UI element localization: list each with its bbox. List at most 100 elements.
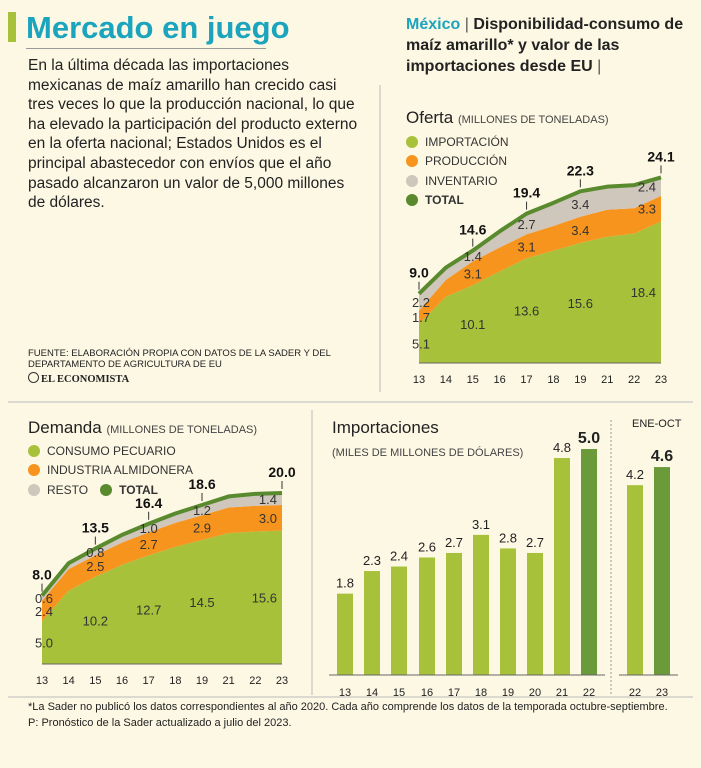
oferta-title-text: Oferta [406,108,454,127]
demanda-x-tick-label: 13 [36,675,48,687]
demanda-unit: (MILLONES DE TONELADAS) [106,424,258,436]
brand-logo: EL ECONOMISTA [28,372,129,385]
oferta-x-tick-label: 22 [628,374,640,386]
ene-oct-bar-value-label: 4.2 [626,467,644,482]
oferta-value-label: 1.7 [412,310,430,325]
importaciones-x-tick-label: 19 [502,687,514,699]
importaciones-bar [500,548,516,675]
importaciones-unit-wrap: (MILES DE MILLONES DE DÓLARES) [332,441,523,461]
importaciones-bar [337,593,353,675]
importaciones-bar [581,449,597,675]
demanda-value-label: 1.2 [193,503,211,518]
demanda-total-label: 20.0 [268,464,295,480]
oferta-area-producción [419,195,661,324]
oferta-value-label: 10.1 [460,317,485,332]
demanda-title: Demanda (MILLONES DE TONELADAS) [28,418,257,438]
importaciones-bar-value-label: 2.3 [363,553,381,568]
demanda-value-label: 0.8 [86,545,104,560]
oferta-value-label: 1.4 [464,249,482,264]
footer-notes: *La Sader no publicó los datos correspon… [28,700,688,732]
demanda-value-label: 1.4 [259,492,277,507]
oferta-value-label: 3.1 [464,266,482,281]
ene-oct-bar [654,467,670,675]
demanda-value-label: 2.4 [35,604,53,619]
oferta-value-label: 5.1 [412,336,430,351]
chart-heading-country: México [406,16,461,33]
importaciones-bar-value-label: 2.7 [526,535,544,550]
oferta-x-tick-label: 19 [574,374,586,386]
oferta-value-label: 2.7 [518,217,536,232]
importaciones-bar-value-label: 3.1 [472,517,490,532]
demanda-title-text: Demanda [28,418,102,437]
importaciones-bar [527,552,543,675]
importaciones-x-tick-label: 22 [583,687,595,699]
legend-item-consumo-pecuario: CONSUMO PECUARIO [28,441,193,461]
oferta-value-label: 3.1 [518,239,536,254]
importaciones-bar [554,458,570,675]
demanda-value-label: 12.7 [136,603,161,618]
demanda-value-label: 10.2 [83,613,108,628]
oferta-value-label: 13.6 [514,304,539,319]
oferta-x-tick-label: 18 [547,374,559,386]
demanda-x-tick-label: 21 [223,675,235,687]
importaciones-x-tick-label: 15 [393,687,405,699]
legend-swatch-importacion [406,135,418,148]
demanda-area-consumo-pecuario [42,530,282,664]
importaciones-x-tick-label: 17 [448,687,460,699]
footer-note-1: *La Sader no publicó los datos correspon… [28,701,668,713]
ene-oct-bar [627,485,643,675]
brand-mark-icon [28,372,39,383]
importaciones-x-tick-label: 20 [529,687,541,699]
main-title: Mercado en juego [26,10,290,45]
demanda-legend: CONSUMO PECUARIO INDUSTRIA ALMIDONERA RE… [28,441,193,500]
legend-item-inventario: INVENTARIO [406,171,509,191]
oferta-value-label: 2.2 [412,295,430,310]
heading-separator-end: | [597,58,602,75]
demanda-area-resto [42,493,282,601]
importaciones-bar-value-label: 2.7 [445,535,463,550]
oferta-total-label: 24.1 [647,148,674,164]
legend-label: IMPORTACIÓN [425,134,509,149]
footer-note-2: P: Pronóstico de la Sader actualizado a … [28,717,292,729]
oferta-x-tick-label: 21 [601,374,613,386]
oferta-value-label: 15.6 [568,296,593,311]
demanda-x-tick-label: 18 [169,675,181,687]
demanda-value-label: 1.0 [140,521,158,536]
demanda-value-label: 0.6 [35,591,53,606]
demanda-x-tick-label: 16 [116,675,128,687]
importaciones-bar [419,557,435,675]
legend-swatch-pecuario [28,444,40,457]
legend-swatch-inventario [406,174,418,187]
legend-label: INVENTARIO [425,173,498,188]
demanda-x-tick-label: 14 [63,675,75,687]
importaciones-x-tick-label: 13 [339,687,351,699]
brand-name: EL ECONOMISTA [41,374,130,385]
demanda-x-tick-label: 23 [276,675,288,687]
legend-item-resto-total: RESTO TOTAL [28,480,193,500]
importaciones-bar-value-label: 1.8 [336,576,354,591]
demanda-total-label: 18.6 [188,476,215,492]
demanda-area-industria-almidonera [42,504,282,622]
demanda-value-label: 2.7 [140,537,158,552]
legend-swatch-total [406,194,418,207]
legend-item-industria-almidonera: INDUSTRIA ALMIDONERA [28,461,193,481]
demanda-total-line [40,491,283,597]
legend-swatch-resto [28,483,40,496]
oferta-total-label: 22.3 [567,162,594,178]
ene-oct-label: ENE-OCT [632,418,682,430]
legend-item-produccion: PRODUCCIÓN [406,152,509,172]
ene-oct-x-tick-label: 23 [656,687,668,699]
oferta-unit: (MILLONES DE TONELADAS) [457,114,609,126]
demanda-value-label: 3.0 [259,511,277,526]
legend-label: TOTAL [119,482,159,497]
title-divider [26,48,266,49]
importaciones-bar [473,534,489,675]
oferta-x-tick-label: 15 [467,374,479,386]
legend-label: RESTO [47,482,89,497]
importaciones-bar-value-label: 2.4 [390,549,408,564]
legend-label: INDUSTRIA ALMIDONERA [47,463,194,478]
chart-heading-text: Disponibilidad-consumo de maíz amarillo*… [406,16,684,75]
oferta-x-tick-label: 13 [413,374,425,386]
heading-separator: | [464,16,469,33]
